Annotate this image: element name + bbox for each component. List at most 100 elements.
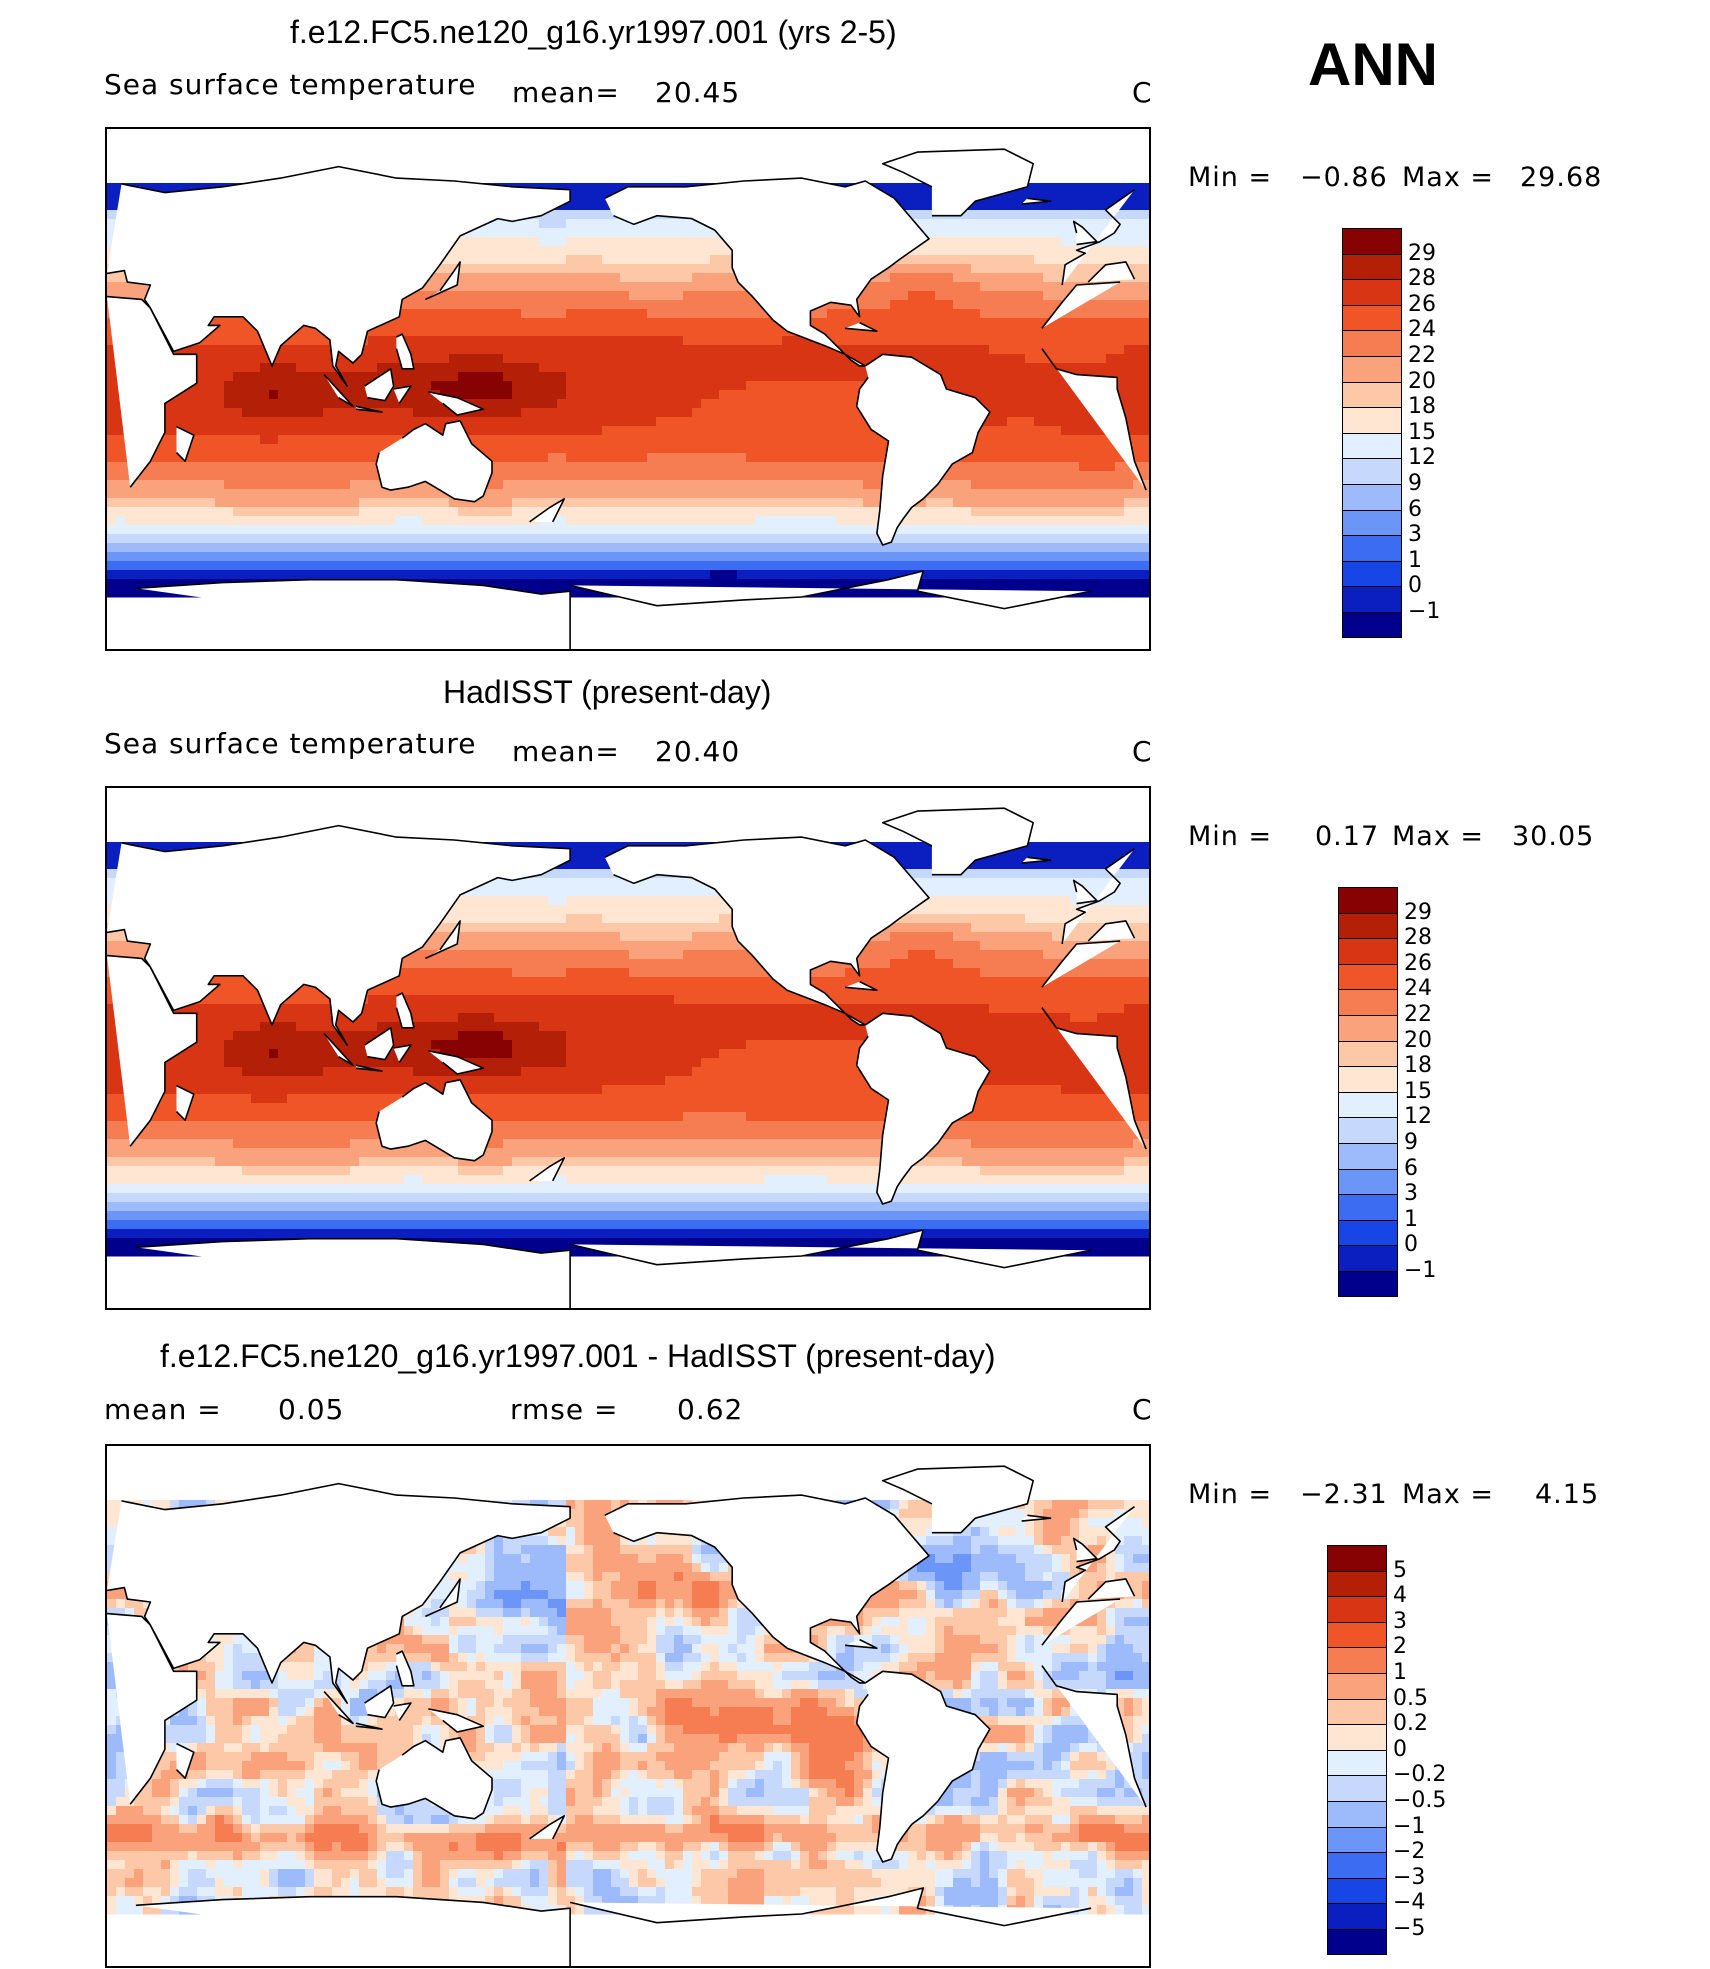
field-cell — [800, 561, 810, 571]
field-cell — [665, 300, 675, 310]
field-cell — [1007, 399, 1017, 409]
field-cell — [1061, 453, 1071, 463]
field-cell — [233, 390, 243, 400]
field-cell — [521, 309, 531, 319]
field-cell — [836, 417, 846, 427]
field-cell — [134, 480, 144, 490]
field-cell — [251, 525, 261, 535]
field-cell — [935, 318, 945, 328]
field-cell — [872, 318, 882, 328]
field-cell — [989, 372, 999, 382]
field-cell — [539, 489, 549, 499]
field-cell — [989, 219, 999, 229]
field-cell — [422, 336, 432, 346]
field-cell — [656, 498, 666, 508]
field-cell — [737, 552, 747, 562]
field-cell — [1061, 426, 1071, 436]
field-cell — [305, 543, 315, 553]
field-cell — [494, 507, 504, 517]
field-cell — [296, 516, 306, 526]
field-cell — [782, 498, 792, 508]
field-cell — [242, 525, 252, 535]
field-cell — [935, 534, 945, 544]
field-cell — [314, 426, 324, 436]
field-cell — [602, 309, 612, 319]
field-cell — [539, 345, 549, 355]
field-cell — [278, 498, 288, 508]
field-cell — [539, 561, 549, 571]
field-cell — [899, 264, 909, 274]
field-cell — [413, 507, 423, 517]
field-cell — [638, 327, 648, 337]
field-cell — [980, 264, 990, 274]
field-cell — [530, 282, 540, 292]
field-cell — [908, 345, 918, 355]
field-cell — [638, 291, 648, 301]
field-cell — [674, 255, 684, 265]
field-cell — [1025, 471, 1035, 481]
field-cell — [611, 417, 621, 427]
field-cell — [1061, 246, 1071, 256]
field-cell — [1052, 417, 1062, 427]
field-cell — [467, 282, 477, 292]
field-cell — [917, 354, 927, 364]
field-cell — [818, 525, 828, 535]
field-cell — [458, 516, 468, 526]
field-cell — [1097, 210, 1107, 220]
field-cell — [683, 453, 693, 463]
field-cell — [872, 345, 882, 355]
field-cell — [323, 345, 333, 355]
field-cell — [494, 318, 504, 328]
field-cell — [746, 399, 756, 409]
field-cell — [638, 318, 648, 328]
field-cell — [197, 480, 207, 490]
field-cell — [413, 336, 423, 346]
field-cell — [863, 543, 873, 553]
field-cell — [665, 471, 675, 481]
field-cell — [611, 345, 621, 355]
field-cell — [629, 525, 639, 535]
field-cell — [368, 489, 378, 499]
field-cell — [584, 363, 594, 373]
field-cell — [620, 417, 630, 427]
field-cell — [539, 525, 549, 535]
field-cell — [656, 561, 666, 571]
field-cell — [602, 390, 612, 400]
field-cell — [539, 462, 549, 472]
field-cell — [980, 507, 990, 517]
field-cell — [593, 210, 603, 220]
field-cell — [899, 336, 909, 346]
field-cell — [467, 318, 477, 328]
field-cell — [1025, 516, 1035, 526]
field-cell — [107, 390, 117, 400]
field-cell — [287, 552, 297, 562]
field-cell — [674, 480, 684, 490]
field-cell — [566, 525, 576, 535]
field-cell — [422, 516, 432, 526]
field-cell — [701, 363, 711, 373]
field-cell — [512, 300, 522, 310]
field-cell — [701, 336, 711, 346]
field-cell — [1079, 435, 1089, 445]
field-cell — [1142, 462, 1149, 472]
field-cell — [1034, 192, 1044, 202]
field-cell — [935, 363, 945, 373]
field-cell — [1007, 390, 1017, 400]
field-cell — [926, 201, 936, 211]
field-cell — [989, 345, 999, 355]
field-cell — [296, 435, 306, 445]
field-cell — [431, 354, 441, 364]
field-cell — [1106, 192, 1116, 202]
field-cell — [890, 552, 900, 562]
field-cell — [1142, 390, 1149, 400]
field-cell — [1007, 453, 1017, 463]
field-cell — [548, 471, 558, 481]
field-cell — [998, 525, 1008, 535]
field-cell — [899, 183, 909, 193]
field-cell — [152, 183, 162, 193]
field-cell — [521, 345, 531, 355]
field-cell — [971, 318, 981, 328]
field-cell — [602, 462, 612, 472]
field-cell — [566, 471, 576, 481]
field-cell — [395, 372, 405, 382]
